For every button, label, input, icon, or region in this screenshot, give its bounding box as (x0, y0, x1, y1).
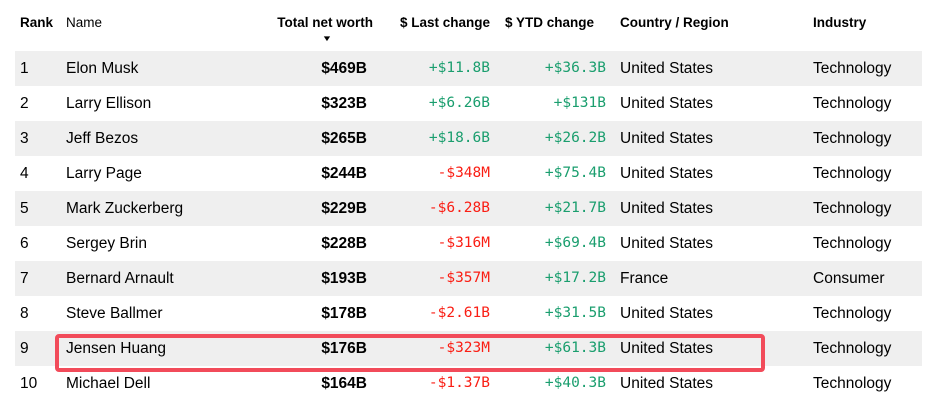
column-header-name[interactable]: Name (66, 15, 103, 30)
rank-cell: 6 (20, 235, 29, 252)
table-row[interactable]: 8 Steve Ballmer $178B -$2.61B +$31.5B Un… (15, 296, 922, 331)
table-body: 1 Elon Musk $469B +$11.8B +$36.3B United… (15, 51, 922, 401)
last-change-cell: -$2.61B (428, 305, 490, 321)
sort-descending-icon: ▼ (321, 34, 333, 43)
country-cell: France (620, 270, 669, 287)
last-change-cell: +$6.26B (428, 95, 490, 111)
table-row[interactable]: 2 Larry Ellison $323B +$6.26B +$131B Uni… (15, 86, 922, 121)
ytd-change-cell: +$61.3B (544, 340, 606, 356)
net-worth-cell: $164B (321, 375, 367, 392)
table-row[interactable]: 3 Jeff Bezos $265B +$18.6B +$26.2B Unite… (15, 121, 922, 156)
column-header-ytd-change[interactable]: $ YTD change (504, 15, 594, 30)
net-worth-cell: $228B (321, 235, 367, 252)
column-header-country[interactable]: Country / Region (620, 15, 729, 30)
ytd-change-cell: +$31.5B (544, 305, 606, 321)
last-change-cell: +$11.8B (428, 60, 490, 76)
ytd-change-cell: +$131B (553, 95, 606, 111)
country-cell: United States (620, 95, 714, 112)
net-worth-cell: $176B (321, 340, 367, 357)
name-cell: Sergey Brin (66, 235, 147, 252)
country-cell: United States (620, 235, 714, 252)
name-cell: Jensen Huang (66, 340, 166, 357)
rank-cell: 2 (20, 95, 29, 112)
rank-cell: 10 (20, 375, 38, 392)
name-cell: Mark Zuckerberg (66, 200, 184, 217)
name-cell: Michael Dell (66, 375, 151, 392)
table-row[interactable]: 7 Bernard Arnault $193B -$357M +$17.2B F… (15, 261, 922, 296)
table-header: Rank Name Total net worth ▼ $ Last chang… (15, 0, 922, 51)
rank-cell: 1 (20, 60, 29, 77)
last-change-cell: -$357M (437, 270, 490, 286)
country-cell: United States (620, 305, 714, 322)
net-worth-cell: $265B (321, 130, 367, 147)
ytd-change-cell: +$40.3B (544, 375, 606, 391)
column-header-industry[interactable]: Industry (813, 15, 867, 30)
industry-cell: Technology (813, 130, 892, 147)
country-cell: United States (620, 60, 714, 77)
rank-cell: 5 (20, 200, 29, 217)
industry-cell: Technology (813, 165, 892, 182)
country-cell: United States (620, 130, 714, 147)
table-row[interactable]: 6 Sergey Brin $228B -$316M +$69.4B Unite… (15, 226, 922, 261)
net-worth-cell: $193B (321, 270, 367, 287)
rank-cell: 8 (20, 305, 29, 322)
ytd-change-cell: +$36.3B (544, 60, 606, 76)
last-change-cell: -$323M (437, 340, 490, 356)
ytd-change-cell: +$17.2B (544, 270, 606, 286)
ytd-change-cell: +$75.4B (544, 165, 606, 181)
country-cell: United States (620, 165, 714, 182)
ytd-change-cell: +$21.7B (544, 200, 606, 216)
industry-cell: Technology (813, 95, 892, 112)
column-header-label: Total net worth (277, 15, 373, 30)
last-change-cell: +$18.6B (428, 130, 490, 146)
billionaires-table: Rank Name Total net worth ▼ $ Last chang… (15, 0, 922, 401)
industry-cell: Technology (813, 235, 892, 252)
industry-cell: Technology (813, 340, 892, 357)
table-row[interactable]: 10 Michael Dell $164B -$1.37B +$40.3B Un… (15, 366, 922, 401)
last-change-cell: -$348M (437, 165, 490, 181)
table-row[interactable]: 9 Jensen Huang $176B -$323M +$61.3B Unit… (15, 331, 922, 372)
column-header-rank[interactable]: Rank (20, 15, 54, 30)
rank-cell: 9 (20, 340, 29, 357)
rank-cell: 4 (20, 165, 29, 182)
last-change-cell: -$1.37B (428, 375, 490, 391)
net-worth-cell: $229B (321, 200, 367, 217)
industry-cell: Technology (813, 200, 892, 217)
name-cell: Larry Ellison (66, 95, 152, 112)
name-cell: Steve Ballmer (66, 305, 163, 322)
column-header-last-change[interactable]: $ Last change (399, 15, 490, 30)
net-worth-cell: $244B (321, 165, 367, 182)
table-row[interactable]: 4 Larry Page $244B -$348M +$75.4B United… (15, 156, 922, 191)
name-cell: Bernard Arnault (66, 270, 174, 287)
industry-cell: Technology (813, 375, 892, 392)
table-row[interactable]: 1 Elon Musk $469B +$11.8B +$36.3B United… (15, 51, 922, 86)
name-cell: Larry Page (66, 165, 142, 182)
name-cell: Jeff Bezos (66, 130, 139, 147)
net-worth-cell: $323B (321, 95, 367, 112)
country-cell: United States (620, 200, 714, 217)
table-row[interactable]: 5 Mark Zuckerberg $229B -$6.28B +$21.7B … (15, 191, 922, 226)
rank-cell: 3 (20, 130, 29, 147)
ytd-change-cell: +$26.2B (544, 130, 606, 146)
rank-cell: 7 (20, 270, 29, 287)
industry-cell: Technology (813, 305, 892, 322)
net-worth-cell: $178B (321, 305, 367, 322)
last-change-cell: -$6.28B (428, 200, 490, 216)
name-cell: Elon Musk (66, 60, 139, 77)
net-worth-cell: $469B (321, 60, 367, 77)
ytd-change-cell: +$69.4B (544, 235, 606, 251)
industry-cell: Consumer (813, 270, 885, 287)
country-cell: United States (620, 375, 714, 392)
country-cell: United States (620, 340, 714, 357)
column-header-total-net-worth[interactable]: Total net worth ▼ (277, 0, 373, 51)
last-change-cell: -$316M (437, 235, 490, 251)
industry-cell: Technology (813, 60, 892, 77)
